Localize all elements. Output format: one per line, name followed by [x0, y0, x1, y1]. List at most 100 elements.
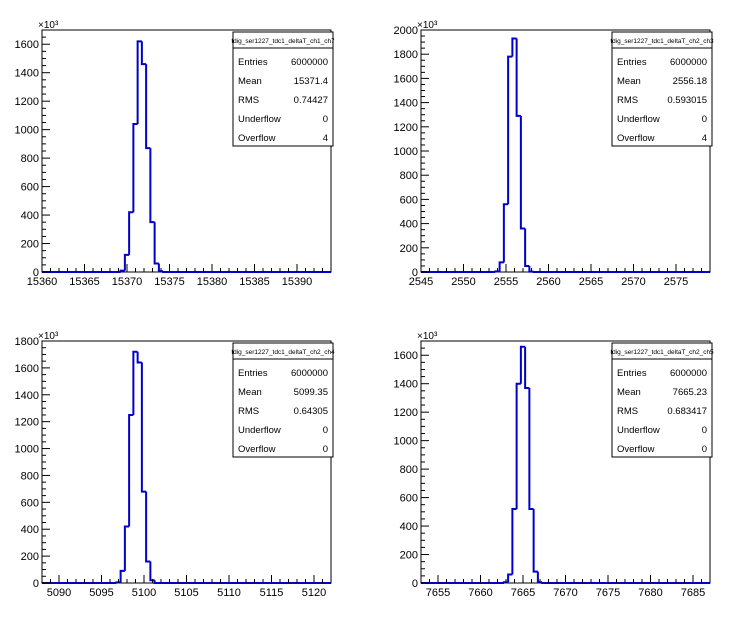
x-tick-label: 2575: [664, 276, 688, 288]
stat-value: 0: [323, 444, 328, 455]
stat-value: 15371.4: [294, 76, 328, 87]
y-tick-label: 1600: [394, 350, 418, 362]
histogram-bin: [140, 41, 147, 66]
stat-label: Overflow: [617, 133, 655, 144]
stats-box-frame: [232, 31, 334, 147]
y-tick-label: 200: [400, 550, 418, 562]
x-tick-label: 5120: [302, 587, 326, 599]
stat-label: RMS: [617, 95, 638, 106]
y-tick-label: 1400: [394, 98, 418, 110]
x-tick-label: 2550: [451, 276, 475, 288]
y-tick-label: 400: [21, 524, 39, 536]
stats-box: tdig_ser1227_tdc1_deltaT_ch2_ch4 Entries 6…: [231, 342, 335, 458]
histogram-bin: [507, 573, 513, 583]
y-tick-label: 1200: [394, 122, 418, 134]
y-tick-label: 200: [21, 551, 39, 563]
y-tick-label: 1200: [394, 407, 418, 419]
stat-value: 0: [702, 114, 707, 125]
x-tick-label: 7665: [511, 587, 535, 599]
y-tick-label: 200: [21, 239, 39, 251]
y-tick-label: 1200: [15, 96, 39, 108]
histogram-bin: [536, 571, 543, 584]
y-tick-label: 2000: [394, 25, 418, 37]
y-tick-label: 1600: [394, 73, 418, 85]
x-tick-label: 5105: [174, 587, 198, 599]
x-tick-label: 7680: [638, 587, 662, 599]
histogram-panel-1: 0 200 400 600 800 1000 1200 1400 1600 15360 15365 1…: [15, 20, 336, 288]
y-axis-multiplier: ×10³: [417, 20, 438, 31]
histogram-bin: [149, 561, 155, 582]
y-tick-label: 1000: [394, 146, 418, 158]
stats-box-title: tdig_ser1227_tdc1_deltaT_ch2_ch3: [610, 38, 714, 45]
y-tick-label: 1400: [394, 379, 418, 391]
x-tick-label: 15360: [27, 276, 58, 288]
y-axis-multiplier: ×10³: [38, 331, 59, 342]
y-tick-label: 600: [21, 182, 39, 194]
stats-box-frame: [232, 342, 334, 458]
stat-value: 6000000: [291, 57, 328, 68]
x-tick-label: 5100: [132, 587, 156, 599]
histogram-bin: [498, 261, 504, 272]
histogram-bin: [524, 346, 530, 389]
histogram-panel-2: 0 200 400 600 800 1000 1200 1400 1600 1800 2000 254…: [394, 20, 715, 288]
y-tick-label: 1000: [15, 444, 39, 456]
x-tick-label: 2560: [536, 276, 560, 288]
histogram-bin: [524, 228, 530, 267]
stat-label: Entries: [238, 57, 268, 68]
x-tick-label: 7660: [468, 587, 492, 599]
histogram-bin: [123, 525, 130, 571]
y-tick-label: 800: [21, 470, 39, 482]
histogram-bin: [502, 581, 509, 584]
x-tick-label: 15380: [197, 276, 228, 288]
y-tick-label: 400: [400, 219, 418, 231]
histogram-bin: [519, 115, 526, 230]
histogram-baseline-right: [162, 271, 331, 273]
histogram-bin: [519, 345, 526, 384]
histogram-bin: [145, 491, 151, 563]
y-tick-label: 0: [412, 578, 418, 590]
x-tick-label: 5110: [217, 587, 241, 599]
stat-value: 4: [702, 133, 707, 144]
x-tick-label: 7655: [426, 587, 450, 599]
y-axis-multiplier: ×10³: [38, 20, 59, 31]
y-tick-label: 800: [400, 464, 418, 476]
stat-label: Overflow: [238, 444, 276, 455]
histogram-bin: [515, 382, 521, 509]
stat-label: Overflow: [238, 133, 276, 144]
stat-label: Underflow: [617, 114, 660, 125]
y-tick-label: 800: [400, 170, 418, 182]
histogram-bin: [136, 351, 142, 364]
stats-box: tdig_ser1227_tdc1_deltaT_ch1_ch7 Entries 6…: [231, 31, 335, 147]
stats-box-frame: [611, 342, 713, 458]
y-tick-label: 600: [400, 493, 418, 505]
y-tick-label: 600: [400, 194, 418, 206]
histogram-bin: [119, 269, 125, 272]
histogram-bin: [119, 569, 125, 583]
stat-label: Mean: [238, 387, 262, 398]
stat-label: RMS: [238, 95, 259, 106]
stats-box-frame: [611, 31, 713, 147]
x-tick-label: 2555: [494, 276, 518, 288]
y-tick-label: 1600: [15, 39, 39, 51]
stat-value: 6000000: [291, 368, 328, 379]
stat-value: 0: [702, 425, 707, 436]
stat-value: 0.683417: [667, 406, 707, 417]
y-tick-label: 1800: [15, 336, 39, 348]
stats-box-title: tdig_ser1227_tdc1_deltaT_ch2_ch4: [231, 349, 335, 356]
histogram-panel-4: 0 200 400 600 800 1000 1200 1400 1600 7655 7660 766…: [394, 331, 715, 599]
histogram-bin: [528, 265, 534, 273]
stat-label: RMS: [617, 406, 638, 417]
x-tick-label: 5090: [47, 587, 71, 599]
y-tick-label: 0: [33, 267, 39, 279]
x-tick-label: 15385: [239, 276, 270, 288]
stats-box: tdig_ser1227_tdc1_deltaT_ch2_ch5 Entries 6…: [610, 342, 714, 458]
stat-label: Entries: [617, 368, 647, 379]
stat-label: Mean: [617, 76, 641, 87]
stat-label: Mean: [617, 387, 641, 398]
histogram-bin: [511, 507, 517, 575]
y-tick-label: 600: [21, 497, 39, 509]
histogram-bin: [532, 508, 538, 573]
histogram-bin: [132, 350, 138, 415]
stat-label: Underflow: [238, 114, 281, 125]
